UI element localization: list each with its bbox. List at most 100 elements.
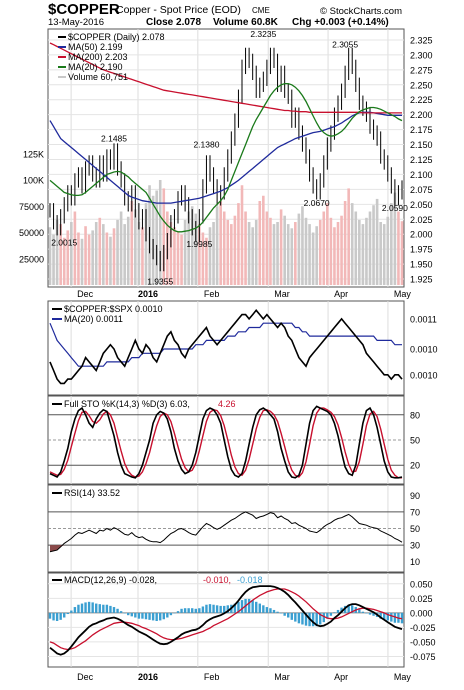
macd-hist-bar bbox=[109, 605, 112, 613]
volume-bar bbox=[269, 217, 272, 285]
macd-lines bbox=[49, 585, 403, 656]
legend-label: $COPPER:$SPX 0.0010 bbox=[64, 304, 163, 314]
macd-hist-bar bbox=[205, 604, 208, 613]
macd-hist-bar bbox=[173, 612, 176, 614]
macd-hist-bar bbox=[272, 609, 276, 613]
price-annotation: 2.1485 bbox=[101, 133, 127, 143]
macd-hist-bar bbox=[169, 612, 173, 616]
volume-bar bbox=[365, 217, 368, 285]
y-tick-label: 0.0011 bbox=[410, 314, 437, 324]
macd-hist-bar bbox=[162, 612, 165, 620]
macd-hist-bar bbox=[155, 612, 158, 621]
x-axis-label: Dec bbox=[77, 289, 94, 299]
macd-hist-bar bbox=[84, 602, 87, 613]
x-axis-label: Apr bbox=[334, 289, 348, 299]
stochastic-y-ticks: 80 50 20 bbox=[410, 410, 420, 470]
rsi-line bbox=[49, 511, 403, 553]
ratio-grid bbox=[70, 301, 389, 395]
macd-hist-bar bbox=[87, 601, 91, 613]
volume-bar bbox=[379, 222, 382, 285]
volume-tick-label: 100K bbox=[23, 176, 44, 186]
volume-bar bbox=[386, 216, 390, 285]
macd-hist-bar bbox=[80, 603, 84, 613]
volume-bar bbox=[286, 224, 290, 285]
y-tick-label: 50 bbox=[410, 436, 420, 446]
macd-hist-bar bbox=[102, 604, 105, 613]
macd-grid bbox=[48, 573, 404, 667]
rsi-y-ticks: 90 70 50 30 10 bbox=[410, 491, 420, 567]
macd-hist-bar bbox=[91, 602, 94, 613]
price-annotation: 2.0670 bbox=[304, 198, 330, 208]
volume-bar bbox=[198, 224, 201, 285]
macd-hist-bar bbox=[262, 605, 265, 613]
y-tick-label: 2.200 bbox=[410, 110, 433, 120]
stochastic-lines bbox=[49, 405, 403, 479]
volume-bar bbox=[283, 215, 286, 285]
volume-bar bbox=[201, 232, 205, 285]
macd-hist-bar bbox=[48, 612, 52, 619]
macd-hist-bar bbox=[187, 608, 190, 613]
price-annotation: 2.0590 bbox=[382, 203, 408, 213]
volume-bar bbox=[59, 224, 62, 285]
macd-hist-bar bbox=[183, 608, 187, 613]
y-tick-label: 0.050 bbox=[410, 579, 433, 589]
macd-hist-bar bbox=[240, 600, 244, 613]
legend-label: -0.010, bbox=[203, 575, 231, 585]
volume-bar bbox=[279, 209, 283, 285]
macd-hist-bar bbox=[70, 610, 73, 613]
volume-bar bbox=[290, 228, 294, 285]
volume-bar bbox=[162, 188, 166, 285]
macd-signal-line bbox=[49, 588, 403, 651]
macd-hist-bar bbox=[116, 608, 119, 613]
legend-label: MA(20) 2.190 bbox=[68, 62, 123, 72]
volume-bar bbox=[297, 213, 301, 285]
sto-d-line bbox=[49, 407, 402, 479]
macd-hist-bar bbox=[322, 612, 325, 623]
volume-bar bbox=[144, 203, 148, 285]
volume-bar bbox=[322, 211, 326, 285]
chart-symbol: $COPPER bbox=[48, 1, 120, 18]
rsi-grid bbox=[48, 485, 404, 572]
volume-bar bbox=[304, 217, 308, 285]
watermark: © StockCharts.com bbox=[320, 6, 402, 17]
macd-hist-bar bbox=[251, 600, 254, 613]
volume-label: Volume 60.8K bbox=[213, 17, 279, 28]
volume-bar bbox=[123, 224, 126, 285]
legend-label: RSI(14) 33.52 bbox=[64, 488, 120, 498]
y-tick-label: -0.075 bbox=[410, 652, 436, 662]
y-tick-label: 2.050 bbox=[410, 200, 433, 210]
volume-bar bbox=[119, 211, 123, 285]
macd-hist-bar bbox=[297, 612, 301, 624]
volume-bar bbox=[87, 234, 91, 285]
macd-hist-bar bbox=[215, 605, 219, 613]
volume-bar bbox=[105, 232, 109, 285]
macd-hist-bar bbox=[390, 612, 393, 622]
y-tick-label: 2.125 bbox=[410, 155, 433, 165]
macd-hist-bar bbox=[386, 612, 389, 621]
volume-bar bbox=[205, 237, 208, 285]
volume-bar bbox=[187, 211, 190, 285]
volume-bar bbox=[137, 222, 141, 285]
macd-hist-bar bbox=[166, 612, 169, 618]
volume-bar bbox=[52, 234, 55, 285]
volume-bar bbox=[247, 222, 251, 285]
x-axis-label: May bbox=[394, 289, 412, 299]
volume-bar bbox=[183, 219, 187, 285]
volume-bar bbox=[116, 219, 119, 285]
volume-bar bbox=[91, 230, 94, 285]
volume-bar bbox=[318, 219, 322, 285]
macd-hist-bar bbox=[265, 607, 269, 613]
volume-bar bbox=[80, 238, 84, 285]
x-axis-label: Feb bbox=[204, 289, 220, 299]
volume-bar bbox=[230, 224, 233, 285]
volume-bar bbox=[390, 203, 393, 285]
macd-hist-bar bbox=[180, 608, 183, 613]
macd-hist-bar bbox=[358, 609, 361, 613]
legend-label: Volume 60,751 bbox=[68, 72, 128, 82]
macd-hist-bar bbox=[148, 612, 151, 620]
volume-bar bbox=[276, 222, 279, 285]
legend-label: MA(50) 2.199 bbox=[68, 42, 123, 52]
volume-bar bbox=[84, 226, 87, 285]
